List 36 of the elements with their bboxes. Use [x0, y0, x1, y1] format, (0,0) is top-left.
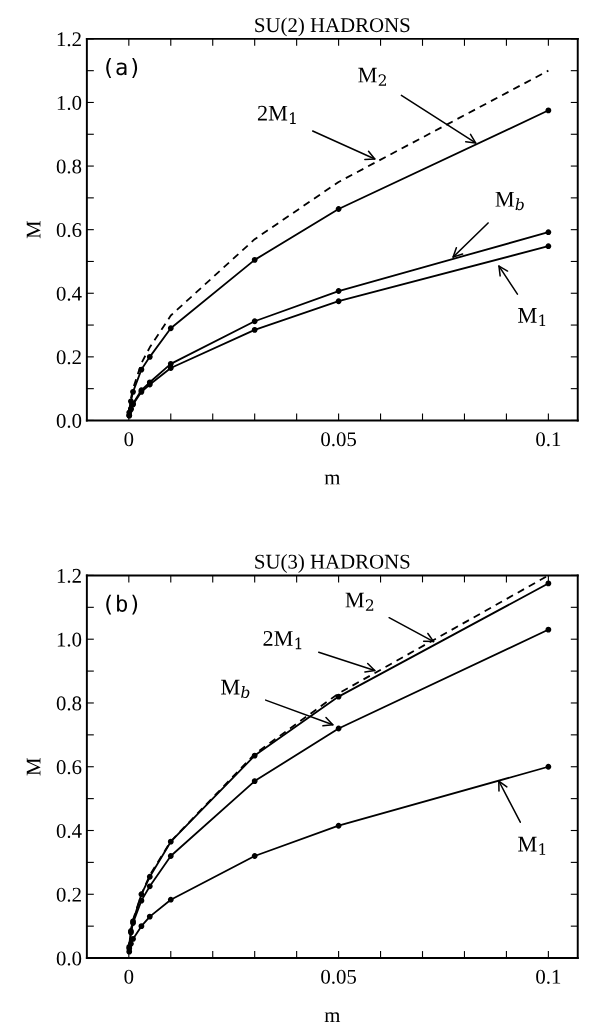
y-axis-title: M — [26, 221, 41, 239]
annotation: (a) — [106, 58, 138, 78]
x-axis-title: m — [324, 1012, 341, 1022]
annotation: M$_{1}$ — [518, 308, 546, 327]
y-tick-label: 1.2 — [57, 568, 81, 583]
annotation: 2M$_{1}$ — [257, 105, 296, 124]
annotation: M$_{2}$ — [345, 592, 374, 611]
y-axis-title: M — [26, 758, 41, 776]
x-tick-label: 0 — [124, 969, 134, 984]
y-tick-label: 0.8 — [56, 696, 82, 711]
y-tick-label: 0.8 — [56, 159, 82, 174]
x-tick-label: 0.05 — [321, 969, 357, 984]
y-tick-label: 1.0 — [57, 632, 82, 647]
x-tick-label: 0 — [124, 432, 134, 447]
y-tick-label: 1.0 — [57, 95, 82, 110]
chart-title: SU(3) HADRONS — [255, 554, 410, 573]
x-tick-label: 0.1 — [536, 432, 561, 447]
annotation: M$_{b}$ — [495, 192, 524, 211]
y-tick-label: 0.4 — [56, 823, 82, 839]
y-tick-label: 0.6 — [56, 223, 82, 238]
x-tick-label: 0.1 — [536, 969, 561, 984]
annotation: M$_{2}$ — [358, 67, 386, 86]
x-tick-label: 0.05 — [321, 432, 357, 447]
y-tick-label: 0.0 — [56, 951, 82, 966]
chart-title: SU(2) HADRONS — [255, 17, 410, 37]
annotation: (b) — [106, 594, 138, 615]
y-tick-label: 0.6 — [56, 760, 82, 775]
annotation: 2M$_{1}$ — [263, 630, 302, 650]
y-tick-label: 0.4 — [56, 286, 82, 301]
y-tick-label: 1.2 — [57, 32, 81, 47]
annotation: M$_{b}$ — [221, 679, 250, 699]
y-tick-label: 0.0 — [56, 413, 82, 428]
annotation: M$_{1}$ — [518, 836, 546, 855]
x-axis-title: m — [324, 474, 341, 485]
y-tick-label: 0.2 — [56, 350, 81, 365]
y-tick-label: 0.2 — [56, 887, 81, 902]
